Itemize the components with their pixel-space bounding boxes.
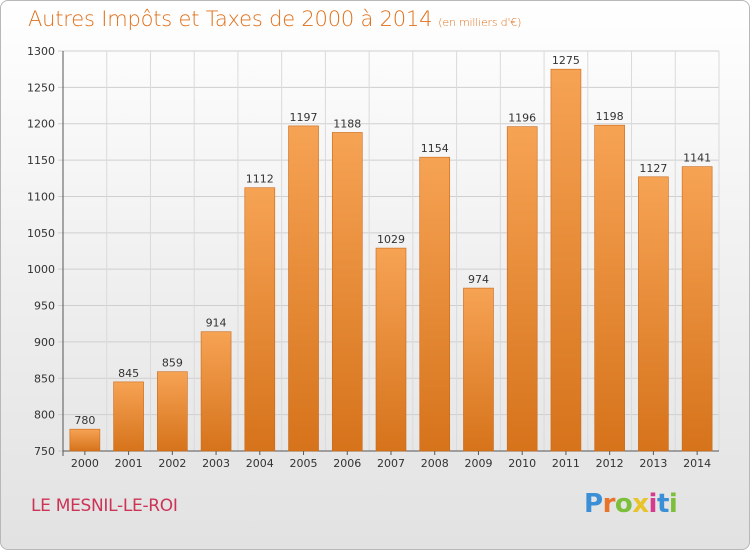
bar bbox=[681, 166, 713, 452]
bar bbox=[157, 371, 188, 452]
chart-title-text: Autres Impôts et Taxes de 2000 à 2014 bbox=[28, 7, 433, 31]
x-tick-label: 2013 bbox=[639, 457, 667, 470]
bar-value-label: 1188 bbox=[333, 117, 361, 130]
x-tick-label: 2001 bbox=[115, 457, 143, 470]
x-tick-label: 2006 bbox=[333, 457, 361, 470]
bar-value-label: 780 bbox=[74, 414, 95, 427]
x-tick-label: 2011 bbox=[552, 457, 580, 470]
x-tick-label: 2010 bbox=[508, 457, 536, 470]
proxiti-logo[interactable]: Proxiti bbox=[584, 489, 678, 519]
bars bbox=[69, 68, 713, 452]
y-tick-label: 1100 bbox=[27, 190, 55, 203]
y-tick-label: 950 bbox=[34, 300, 55, 313]
logo-letter: i bbox=[648, 489, 658, 519]
y-tick-label: 800 bbox=[34, 409, 55, 422]
y-tick-label: 1250 bbox=[27, 81, 55, 94]
logo-letter: x bbox=[632, 489, 649, 519]
bar-value-label: 1198 bbox=[596, 110, 624, 123]
bar bbox=[550, 68, 582, 452]
commune-name: LE MESNIL-LE-ROI bbox=[31, 496, 178, 516]
bar-value-label: 974 bbox=[468, 273, 489, 286]
y-tick-label: 750 bbox=[34, 445, 55, 458]
bar-value-label: 859 bbox=[162, 357, 183, 370]
chart-title: Autres Impôts et Taxes de 2000 à 2014 (en… bbox=[28, 7, 521, 31]
y-tick-label: 1300 bbox=[27, 45, 55, 58]
bar-value-label: 1127 bbox=[639, 162, 667, 175]
y-tick-label: 1050 bbox=[27, 227, 55, 240]
logo-letter: P bbox=[584, 489, 603, 519]
x-tick-label: 2009 bbox=[464, 457, 492, 470]
bar bbox=[200, 331, 232, 452]
bar-value-label: 1275 bbox=[552, 54, 580, 67]
x-tick-label: 2012 bbox=[596, 457, 624, 470]
x-tick-label: 2000 bbox=[71, 457, 99, 470]
bar bbox=[419, 156, 451, 452]
bar-value-label: 845 bbox=[118, 367, 139, 380]
logo-letter: i bbox=[668, 489, 678, 519]
y-tick-label: 850 bbox=[34, 372, 55, 385]
bar-value-label: 1029 bbox=[377, 233, 405, 246]
bar-value-label: 914 bbox=[206, 317, 227, 330]
y-tick-label: 900 bbox=[34, 336, 55, 349]
logo-letter: o bbox=[614, 489, 633, 519]
x-tick-label: 2002 bbox=[158, 457, 186, 470]
bar bbox=[69, 428, 101, 452]
bar bbox=[288, 125, 319, 452]
tick-labels: 750 800 850 900 950 1000 1050 1100 1150 1200 1250 1… bbox=[27, 45, 711, 470]
x-tick-label: 2003 bbox=[202, 457, 230, 470]
bar bbox=[244, 187, 276, 452]
logo-letter: t bbox=[656, 489, 669, 519]
chart-subtitle: (en milliers d'€) bbox=[438, 16, 522, 29]
x-tick-label: 2005 bbox=[290, 457, 318, 470]
x-tick-label: 2007 bbox=[377, 457, 405, 470]
bar bbox=[594, 124, 625, 452]
bar-value-label: 1196 bbox=[508, 112, 536, 125]
y-tick-label: 1200 bbox=[27, 118, 55, 131]
y-tick-label: 1150 bbox=[27, 154, 55, 167]
bar-value-label: 1112 bbox=[246, 173, 274, 186]
bar-value-label: 1141 bbox=[683, 152, 711, 165]
bar-value-label: 1197 bbox=[290, 111, 318, 124]
x-tick-label: 2004 bbox=[246, 457, 274, 470]
bar bbox=[506, 126, 538, 452]
bar bbox=[113, 381, 144, 452]
x-tick-label: 2008 bbox=[421, 457, 449, 470]
bar-value-label: 1154 bbox=[421, 142, 449, 155]
bar bbox=[463, 287, 494, 452]
logo-letter: r bbox=[602, 489, 616, 519]
bar bbox=[638, 176, 669, 452]
bar bbox=[375, 247, 407, 452]
bar bbox=[331, 132, 363, 452]
y-tick-label: 1000 bbox=[27, 263, 55, 276]
x-tick-label: 2014 bbox=[683, 457, 711, 470]
